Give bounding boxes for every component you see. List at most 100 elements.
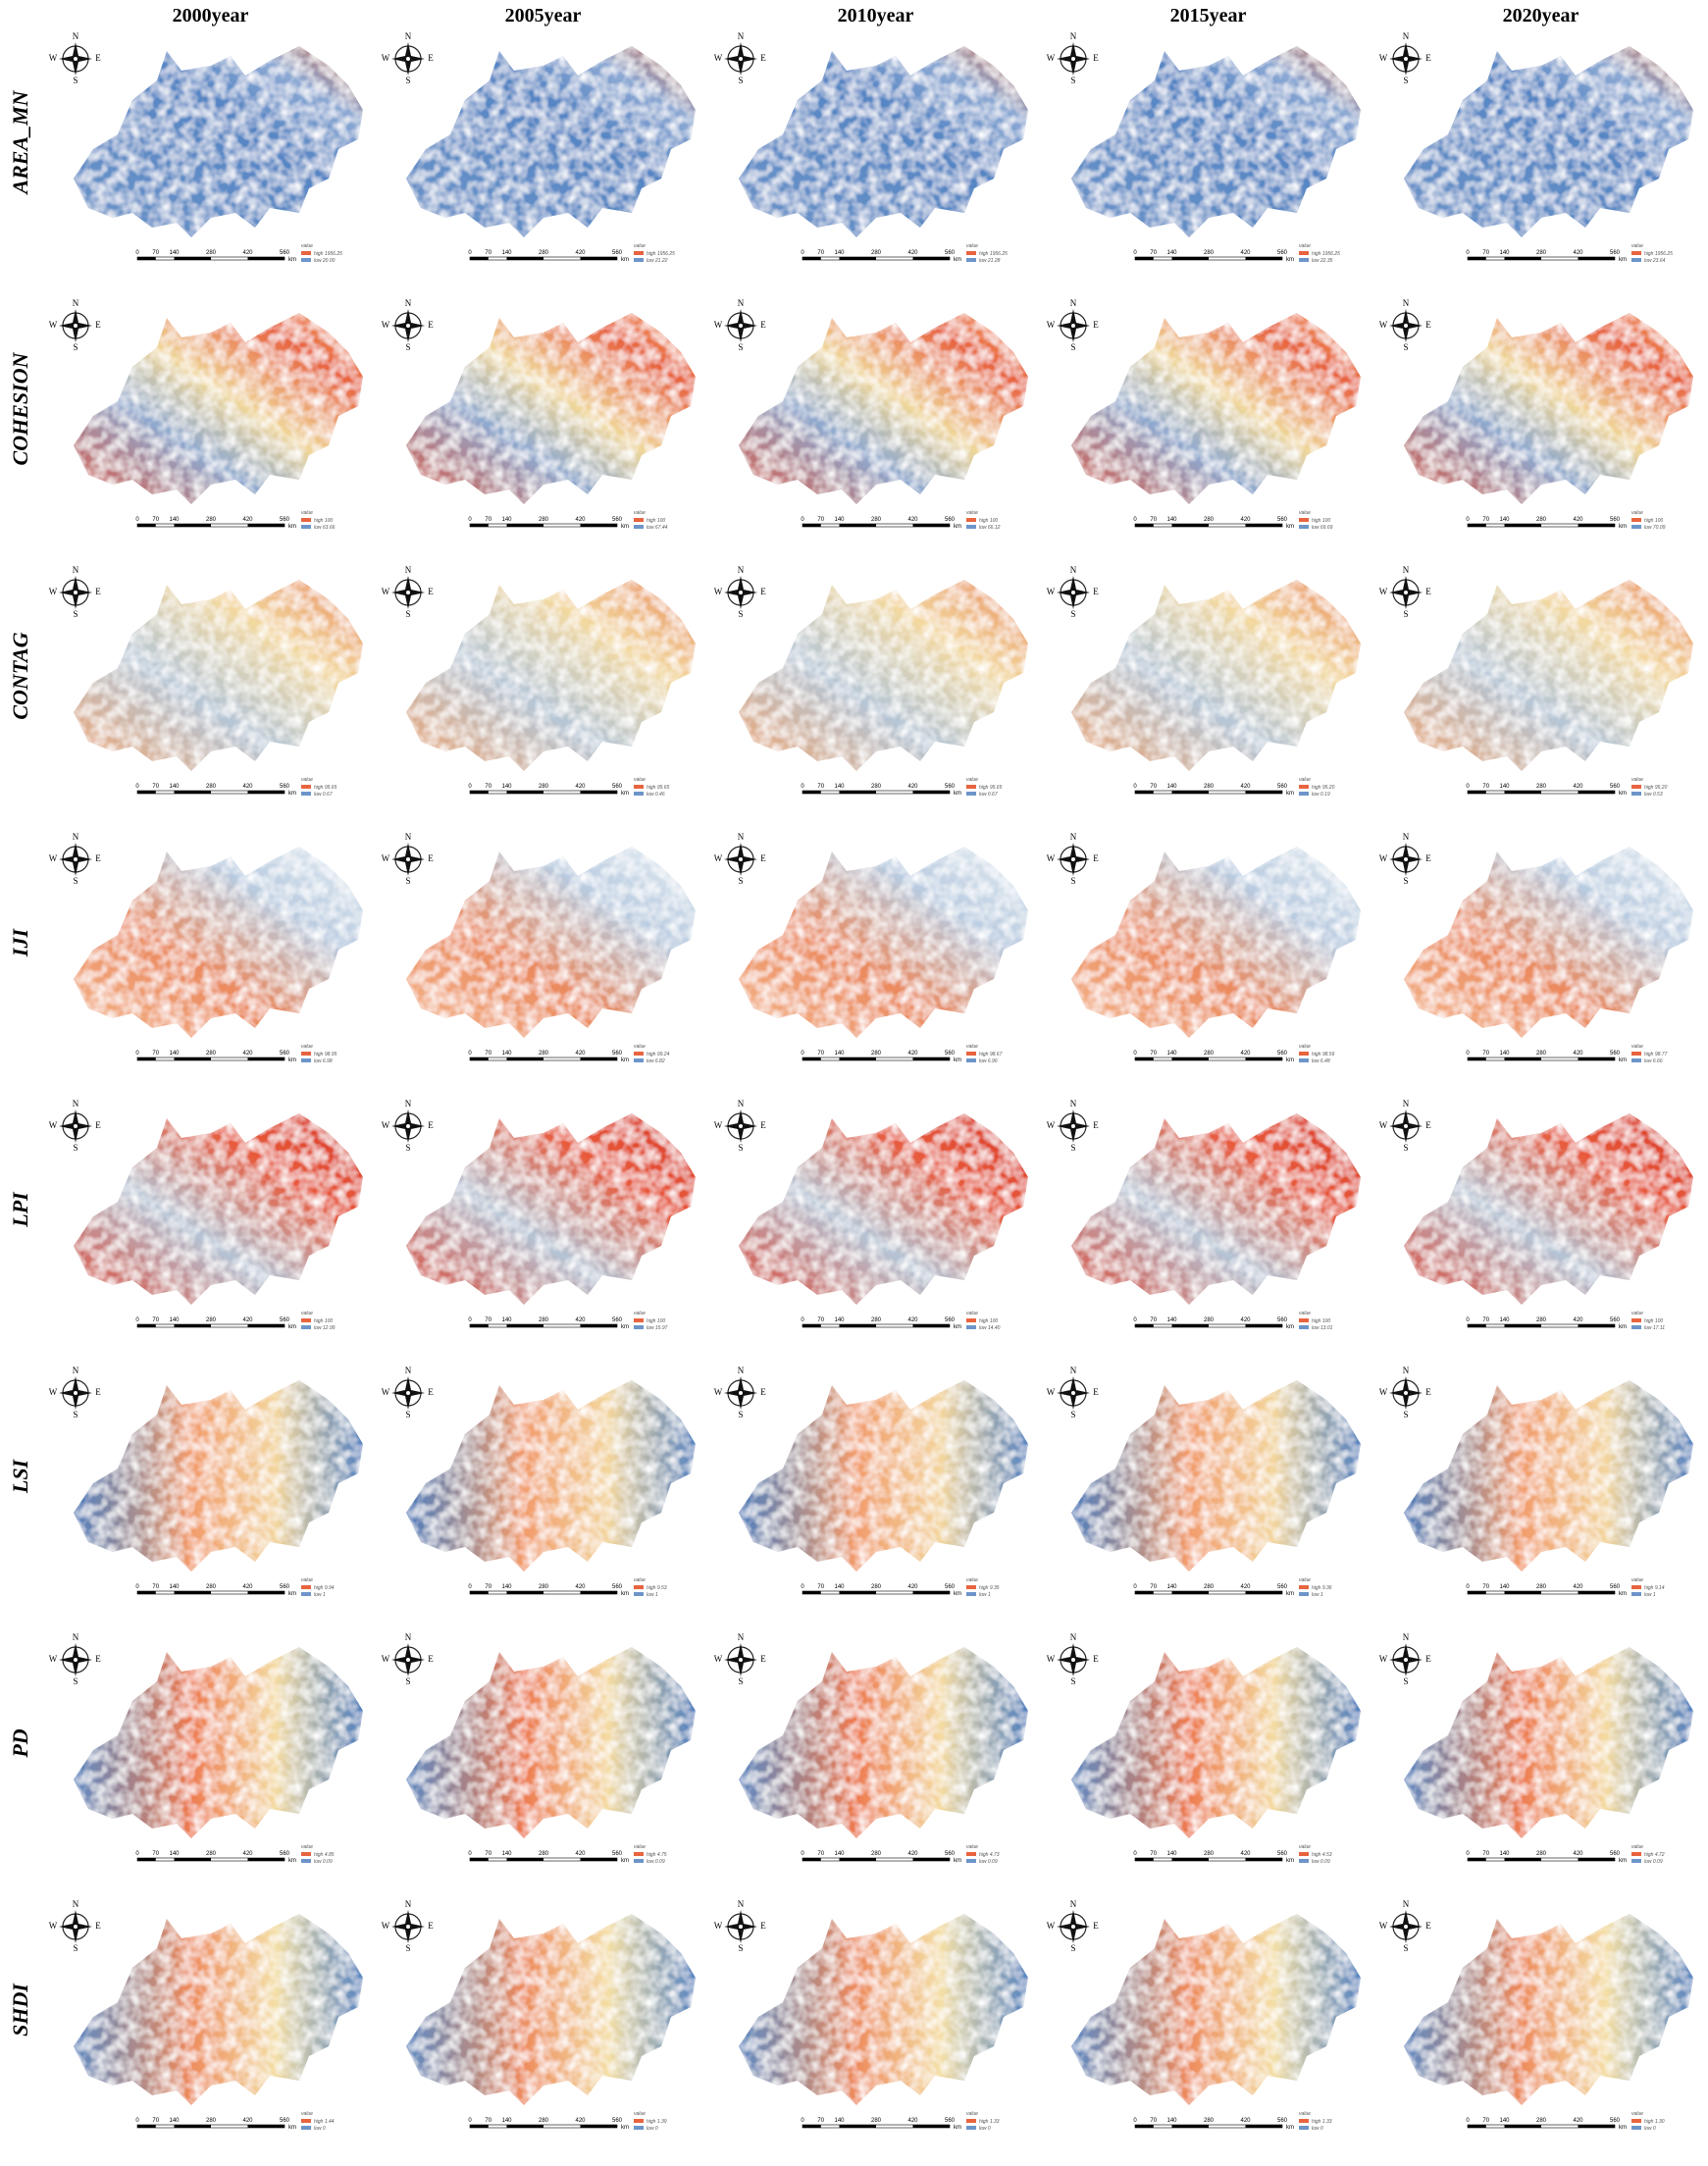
compass-w: W	[382, 320, 390, 330]
scale-segment	[1171, 2125, 1209, 2128]
scale-label: 420	[907, 1584, 918, 1590]
compass-n: N	[738, 1632, 745, 1642]
scale-segment	[1468, 1324, 1486, 1327]
map-shape	[1404, 46, 1693, 237]
scale-label: 70	[152, 1317, 159, 1323]
map-shape	[1404, 1380, 1693, 1572]
scale-unit: km	[954, 2125, 961, 2131]
scale-label: 140	[501, 517, 512, 523]
column-header: 2005year	[505, 5, 582, 26]
column-header: 2010year	[838, 5, 914, 26]
scale-segment	[247, 524, 285, 527]
scale-unit: km	[1619, 2125, 1627, 2131]
legend-low: low 23.64	[1644, 258, 1666, 264]
scale-label: 70	[817, 517, 824, 523]
scale-unit: km	[1619, 1324, 1627, 1330]
compass-w: W	[714, 1387, 723, 1397]
legend-high-swatch	[1631, 1585, 1641, 1589]
scale-label: 0	[135, 517, 139, 523]
legend-low: low 6.82	[647, 1058, 665, 1064]
map-shape	[739, 847, 1028, 1038]
scale-label: 70	[1482, 250, 1489, 256]
scale-segment	[506, 1324, 543, 1327]
legend-high: high 4.72	[1644, 1852, 1665, 1858]
legend-title: value	[966, 1844, 978, 1850]
scale-segment	[1468, 1591, 1486, 1594]
legend-low-swatch	[1299, 792, 1309, 796]
scale-label: 140	[1499, 1851, 1510, 1857]
compass-e: E	[760, 320, 766, 330]
scale-label: 560	[280, 2118, 290, 2124]
legend-title: value	[966, 1577, 978, 1583]
legend-high: high 1.44	[314, 2119, 335, 2125]
compass-w: W	[1047, 1654, 1056, 1664]
compass-s: S	[73, 342, 78, 352]
legend-title: value	[1299, 243, 1311, 249]
legend-low: low 22.35	[1312, 258, 1333, 264]
legend-low: low 0	[1312, 2126, 1323, 2132]
legend-title: value	[1299, 777, 1311, 783]
legend-high-swatch	[1631, 2119, 1641, 2123]
compass-n: N	[1403, 565, 1410, 575]
row-label: IJI	[8, 928, 32, 958]
compass-w: W	[1047, 320, 1056, 330]
scale-label: 560	[945, 1851, 956, 1857]
scale-label: 70	[485, 784, 492, 790]
scale-label: 0	[468, 1584, 472, 1590]
map-shape	[739, 580, 1028, 771]
scale-unit: km	[288, 1324, 296, 1330]
scale-segment	[137, 1324, 156, 1327]
compass-e: E	[428, 1387, 434, 1397]
compass-n: N	[73, 1632, 79, 1642]
scale-unit: km	[621, 1324, 629, 1330]
compass-s: S	[1070, 876, 1075, 886]
legend-high: high 100	[647, 1318, 665, 1324]
compass-e: E	[1425, 853, 1431, 863]
scale-label: 280	[1536, 517, 1547, 523]
legend-low: low 17.11	[1644, 1325, 1665, 1331]
scale-unit: km	[621, 2125, 629, 2131]
legend-title: value	[966, 243, 978, 249]
scale-segment	[1468, 257, 1486, 260]
compass-s: S	[73, 1143, 78, 1153]
compass-s: S	[1403, 876, 1408, 886]
legend-title: value	[1299, 510, 1311, 516]
scale-label: 560	[1610, 1317, 1621, 1323]
compass-w: W	[49, 1120, 58, 1130]
compass-s: S	[1403, 1143, 1408, 1153]
compass-hub	[1404, 591, 1408, 594]
scale-label: 280	[871, 1851, 882, 1857]
scale-segment	[174, 1057, 211, 1060]
compass-w: W	[1047, 53, 1056, 63]
compass-hub	[1071, 1391, 1075, 1395]
scale-segment	[1135, 2125, 1154, 2128]
compass-hub	[74, 857, 78, 861]
legend-low-swatch	[634, 525, 644, 529]
scale-segment	[912, 1591, 950, 1594]
scale-unit: km	[1286, 1324, 1294, 1330]
scale-unit: km	[954, 257, 961, 263]
legend-low: low 0	[1644, 2126, 1656, 2132]
scale-label: 420	[1573, 784, 1583, 790]
scale-segment	[839, 791, 876, 794]
compass-w: W	[49, 320, 58, 330]
legend-low-swatch	[1631, 1325, 1641, 1329]
scale-segment	[470, 1057, 489, 1060]
compass-s: S	[1070, 1676, 1075, 1686]
scale-label: 140	[169, 1317, 180, 1323]
scale-label: 70	[1482, 1317, 1489, 1323]
legend-high: high 100	[314, 518, 333, 524]
compass-e: E	[1425, 1120, 1431, 1130]
compass-hub	[406, 57, 410, 61]
map-shape	[739, 46, 1028, 237]
legend-low: low 0.09	[314, 1859, 333, 1865]
scale-label: 560	[280, 1051, 290, 1057]
scale-label: 560	[1277, 1584, 1288, 1590]
legend-low-swatch	[966, 2126, 976, 2130]
scale-label: 280	[1204, 2118, 1215, 2124]
scale-label: 420	[1573, 517, 1583, 523]
